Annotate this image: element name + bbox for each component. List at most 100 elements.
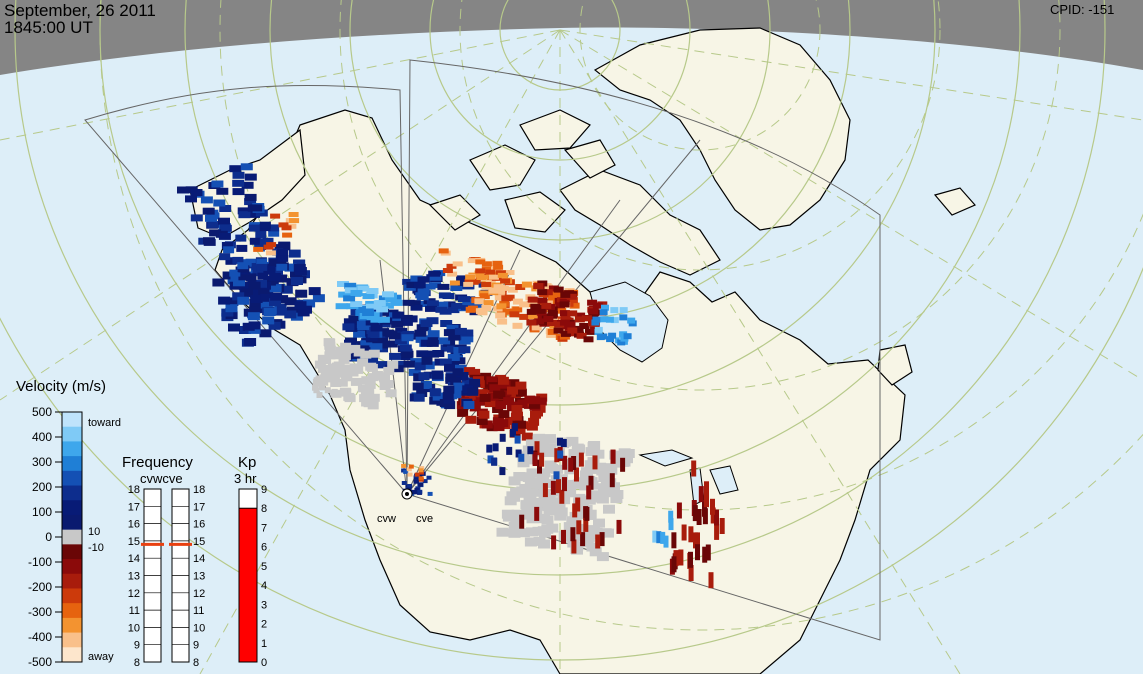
velocity-cell (447, 354, 460, 361)
velocity-cell (222, 271, 235, 280)
velocity-cell (410, 489, 416, 494)
velocity-cell (315, 378, 322, 385)
velocity-cell (211, 180, 224, 188)
velocity-cell (421, 356, 433, 365)
velocity-tick-label: 400 (32, 430, 52, 444)
velocity-cell (539, 498, 551, 508)
velocity-cell (443, 385, 455, 394)
great-lake-superior (638, 449, 694, 467)
velocity-cell (551, 535, 557, 550)
velocity-small-neg-label: -10 (88, 542, 104, 554)
velocity-cell (248, 224, 260, 232)
velocity-cell (484, 399, 496, 408)
velocity-cell (414, 487, 420, 492)
velocity-cell (692, 505, 698, 522)
kp-bar-fill (238, 507, 258, 663)
velocity-cell (592, 316, 601, 323)
velocity-cell (350, 301, 363, 307)
velocity-cell (535, 397, 547, 406)
velocity-cell (586, 485, 592, 500)
velocity-cell (392, 311, 405, 319)
velocity-cell (443, 329, 456, 337)
velocity-cell (552, 497, 565, 507)
velocity-cell (458, 296, 470, 303)
velocity-cell (704, 491, 709, 508)
velocity-cell (257, 272, 269, 280)
velocity-cell (410, 358, 423, 366)
velocity-cell (580, 532, 586, 547)
velocity-cell (278, 222, 289, 228)
velocity-cell (538, 468, 551, 478)
velocity-cell (547, 328, 558, 335)
velocity-cell (618, 448, 631, 458)
velocity-cell (225, 257, 237, 265)
kp-tick-label: 0 (261, 657, 267, 669)
velocity-cell (406, 282, 419, 288)
velocity-cell (600, 316, 609, 323)
velocity-cell (274, 303, 287, 312)
velocity-cell (312, 294, 325, 303)
velocity-colorbar-segment (62, 470, 82, 487)
velocity-cell (312, 384, 318, 391)
frequency-right-tick: 14 (193, 553, 205, 565)
velocity-cell (512, 306, 523, 313)
velocity-cell (518, 453, 525, 462)
velocity-cell (621, 454, 633, 464)
velocity-cell (498, 285, 509, 291)
velocity-colorbar-segment (62, 559, 82, 575)
velocity-cell (265, 250, 276, 256)
velocity-cell (501, 509, 514, 519)
velocity-cell (258, 287, 271, 296)
velocity-cell (500, 278, 511, 284)
velocity-cell (506, 446, 513, 455)
velocity-cell (238, 272, 251, 281)
velocity-cell (207, 220, 220, 228)
velocity-cell (320, 356, 332, 365)
velocity-cell (200, 196, 213, 204)
velocity-cell (543, 493, 556, 502)
velocity-colorbar-segment (62, 412, 82, 428)
arctic-island-1 (469, 144, 536, 191)
velocity-cell (481, 261, 492, 267)
velocity-cell (236, 244, 248, 252)
velocity-cell (533, 433, 546, 443)
velocity-cell (357, 358, 369, 367)
velocity-cell (480, 372, 492, 381)
velocity-cell (385, 330, 398, 338)
velocity-cell (185, 195, 197, 203)
velocity-cell (451, 302, 464, 309)
velocity-cell (330, 379, 342, 387)
velocity-cell (413, 393, 425, 402)
velocity-cell (233, 278, 245, 287)
velocity-cell (278, 242, 291, 251)
velocity-cell (376, 335, 388, 343)
velocity-cell (401, 350, 414, 358)
velocity-cell (442, 391, 454, 400)
velocity-cell (560, 314, 571, 321)
velocity-cell (260, 293, 273, 302)
velocity-cell (444, 363, 455, 372)
velocity-cell (324, 351, 336, 360)
velocity-cell (469, 396, 481, 405)
velocity-cell (708, 572, 714, 589)
velocity-cell (218, 232, 231, 240)
velocity-cell (438, 337, 451, 345)
velocity-colorbar-segment (62, 573, 82, 589)
velocity-cell (401, 463, 407, 468)
velocity-cell (515, 449, 522, 458)
frequency-left-tick: 9 (134, 640, 140, 652)
velocity-cell (333, 361, 345, 370)
velocity-cell (493, 264, 504, 270)
velocity-cell (553, 286, 564, 293)
cve-fov (406, 59, 881, 641)
velocity-cell (384, 296, 397, 303)
velocity-cell (365, 362, 377, 371)
velocity-cell (463, 401, 475, 409)
mlon-line-5 (559, 29, 1143, 381)
velocity-cell (678, 549, 684, 566)
velocity-cell (465, 415, 477, 424)
velocity-cell (599, 528, 612, 538)
velocity-cell (502, 308, 513, 315)
velocity-cell (356, 321, 369, 329)
velocity-cell (339, 387, 351, 396)
